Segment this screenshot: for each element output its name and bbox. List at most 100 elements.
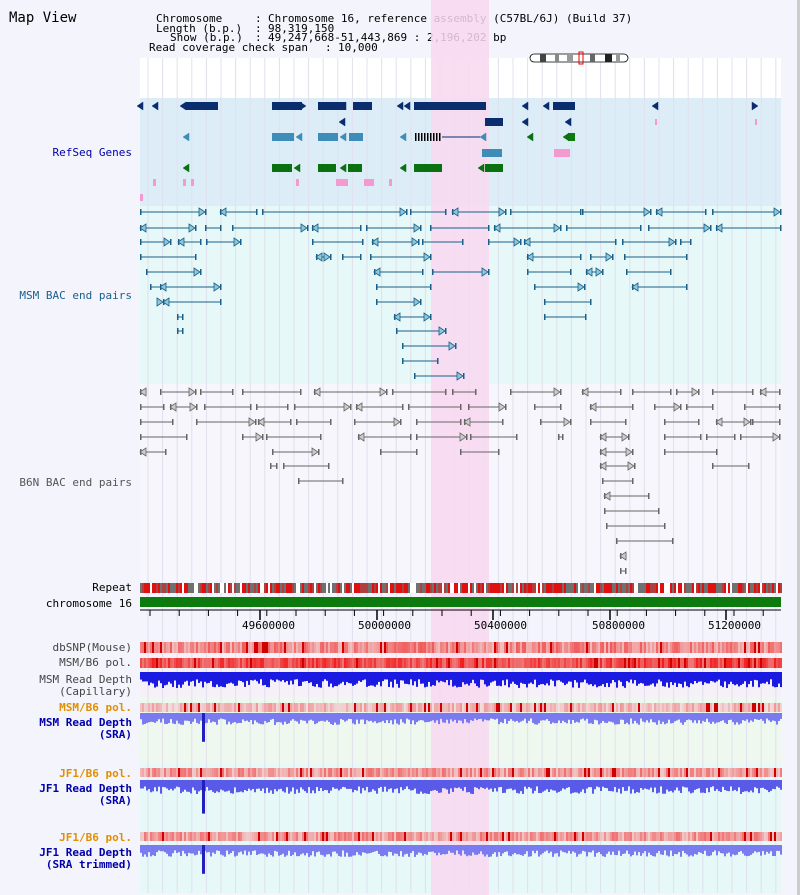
heat-cell [658, 703, 660, 712]
depth-bar [346, 845, 348, 853]
depth-bar [494, 672, 496, 681]
heat-cell [144, 642, 146, 653]
repeat-segment [644, 583, 646, 593]
heat-cell [390, 642, 392, 653]
bac-end-arrow [631, 282, 639, 292]
repeat-segment [558, 583, 560, 593]
depth-bar [250, 845, 252, 855]
depth-bar [322, 672, 324, 682]
depth-bar [290, 845, 292, 856]
depth-bar [676, 713, 678, 721]
heat-cell [644, 832, 646, 841]
heat-cell [148, 703, 150, 712]
repeat-segment [458, 583, 460, 593]
repeat-segment [768, 583, 770, 593]
depth-bar [390, 780, 392, 789]
heat-cell [556, 658, 558, 668]
depth-bar [142, 780, 144, 789]
bac-end-arrow [481, 267, 489, 277]
heat-cell [674, 658, 676, 668]
bac-end [780, 225, 782, 231]
depth-bar [414, 713, 416, 725]
repeat-segment [706, 583, 708, 593]
heat-cell [710, 832, 712, 841]
heat-cell [398, 658, 400, 668]
repeat-segment [578, 583, 580, 593]
heat-cell [260, 642, 262, 653]
depth-bar [518, 713, 520, 723]
depth-bar [494, 845, 496, 853]
depth-bar [364, 713, 366, 725]
depth-bar [368, 672, 370, 686]
heat-cell [474, 658, 476, 668]
heat-cell [416, 703, 418, 712]
depth-bar [544, 780, 546, 791]
heat-cell [142, 832, 144, 841]
heat-cell [148, 832, 150, 841]
depth-bar [184, 713, 186, 721]
heat-cell [390, 658, 392, 668]
depth-bar [728, 780, 730, 792]
depth-bar [342, 845, 344, 851]
heat-cell [210, 642, 212, 653]
heat-cell [298, 832, 300, 841]
gene-arrow [339, 163, 347, 173]
heat-cell [412, 832, 414, 841]
heat-cell [564, 768, 566, 777]
heat-cell [192, 642, 194, 653]
heat-cell [732, 703, 734, 712]
heat-cell [688, 703, 690, 712]
heat-cell [170, 768, 172, 777]
bac-end [460, 449, 462, 455]
heat-cell [274, 768, 276, 777]
depth-bar [496, 672, 498, 686]
heat-cell [650, 768, 652, 777]
heat-cell [758, 642, 760, 653]
heat-cell [748, 703, 750, 712]
repeat-segment [336, 583, 338, 593]
heat-cell [216, 703, 218, 712]
depth-bar [260, 780, 262, 791]
heat-cell [756, 832, 758, 841]
repeat-segment [422, 583, 424, 593]
repeat-segment [608, 583, 610, 593]
heat-cell [562, 703, 564, 712]
depth-bar [464, 672, 466, 685]
heat-cell [320, 642, 322, 653]
repeat-segment [720, 583, 722, 593]
depth-bar [448, 845, 450, 851]
depth-bar [232, 672, 234, 684]
repeat-segment [452, 583, 454, 593]
heat-cell [610, 768, 612, 777]
depth-bar [518, 672, 520, 688]
depth-bar [650, 672, 652, 685]
heat-cell [338, 703, 340, 712]
heat-cell [414, 703, 416, 712]
bac-end [255, 419, 257, 425]
repeat-segment [564, 583, 566, 593]
heat-cell [592, 768, 594, 777]
repeat-segment [524, 583, 526, 593]
heat-cell [154, 768, 156, 777]
depth-bar [364, 845, 366, 853]
gene-block [336, 179, 348, 186]
depth-bar [318, 672, 320, 688]
track-label-msm-b6-pol: MSM/B6 pol. [59, 656, 132, 669]
depth-bar [190, 845, 192, 854]
depth-bar [382, 780, 384, 792]
depth-bar [632, 845, 634, 856]
heat-cell [462, 658, 464, 668]
repeat-segment [192, 583, 194, 593]
depth-bar [396, 672, 398, 684]
heat-cell [454, 703, 456, 712]
heat-cell [728, 703, 730, 712]
heat-cell [226, 832, 228, 841]
depth-bar [144, 672, 146, 682]
bac-end-arrow [619, 551, 627, 561]
depth-bar [776, 672, 778, 688]
heat-cell [628, 658, 630, 668]
depth-bar [756, 845, 758, 853]
heat-cell [402, 658, 404, 668]
bac-end-arrow [581, 387, 589, 397]
